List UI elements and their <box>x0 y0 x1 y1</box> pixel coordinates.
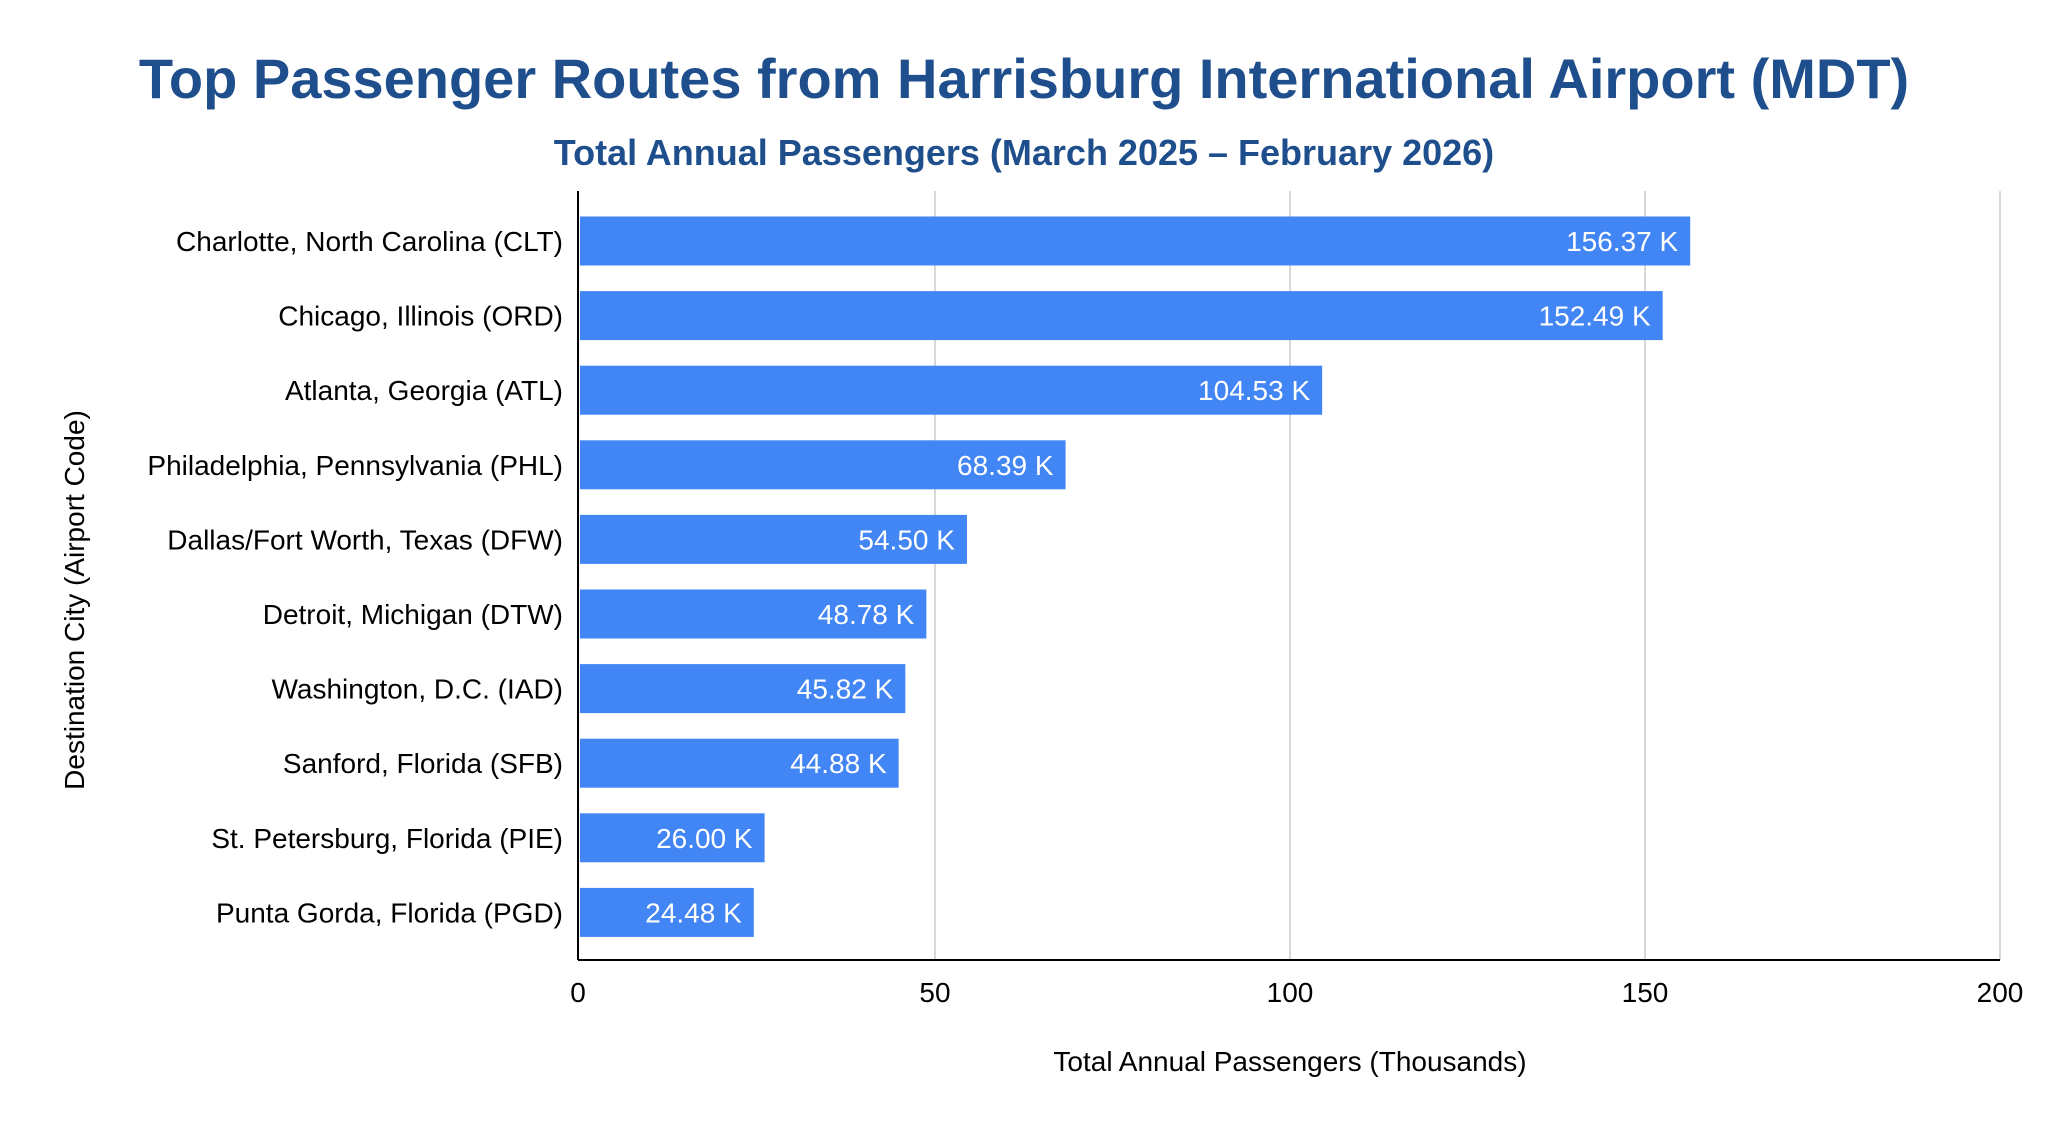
bar-data-label: 48.78 K <box>818 599 915 630</box>
bar <box>580 440 1066 490</box>
y-axis-title: Destination City (Airport Code) <box>59 410 90 790</box>
category-label: Atlanta, Georgia (ATL) <box>285 375 563 406</box>
bars <box>580 216 1691 937</box>
bar-data-label: 24.48 K <box>645 897 742 928</box>
bar <box>580 514 967 564</box>
bar <box>580 365 1323 415</box>
axes <box>577 191 2000 961</box>
category-labels: Charlotte, North Carolina (CLT) Chicago, … <box>147 226 563 928</box>
category-label: Charlotte, North Carolina (CLT) <box>176 226 563 257</box>
x-axis-title: Total Annual Passengers (Thousands) <box>1053 1046 1526 1077</box>
category-label: Chicago, Illinois (ORD) <box>278 301 563 332</box>
bar-data-label: 54.50 K <box>858 524 955 555</box>
category-label: Punta Gorda, Florida (PGD) <box>216 897 563 928</box>
bar-data-label: 44.88 K <box>790 748 887 779</box>
category-label: Washington, D.C. (IAD) <box>272 674 563 705</box>
bar-data-labels: 156.37 K 152.49 K 104.53 K 68.39 K 54.50 K 48… <box>645 226 1678 928</box>
x-tick-label: 150 <box>1622 977 1669 1008</box>
bar <box>580 813 765 863</box>
category-label: Sanford, Florida (SFB) <box>283 748 563 779</box>
chart-subtitle: Total Annual Passengers (March 2025 – Fe… <box>554 132 1494 173</box>
bar-data-label: 104.53 K <box>1198 375 1310 406</box>
category-label: Detroit, Michigan (DTW) <box>263 599 563 630</box>
bar <box>580 216 1691 266</box>
bar <box>580 664 906 714</box>
bar-data-label: 68.39 K <box>957 450 1054 481</box>
x-tick-label: 50 <box>919 977 950 1008</box>
bar-data-label: 156.37 K <box>1566 226 1678 257</box>
category-label: Philadelphia, Pennsylvania (PHL) <box>147 450 563 481</box>
x-tick-label: 100 <box>1267 977 1314 1008</box>
bar-data-label: 45.82 K <box>797 674 894 705</box>
chart-title: Top Passenger Routes from Harrisburg Int… <box>139 47 1909 110</box>
bar <box>580 887 754 937</box>
bar <box>580 589 927 639</box>
bar <box>580 738 899 788</box>
x-tick-label: 200 <box>1977 977 2024 1008</box>
bar-data-label: 152.49 K <box>1539 301 1651 332</box>
x-tick-label: 0 <box>570 977 586 1008</box>
bar-data-label: 26.00 K <box>656 823 753 854</box>
bar <box>580 291 1663 341</box>
category-label: Dallas/Fort Worth, Texas (DFW) <box>167 524 563 555</box>
x-tick-labels: 0 50 100 150 200 <box>570 977 2023 1008</box>
category-label: St. Petersburg, Florida (PIE) <box>211 823 563 854</box>
